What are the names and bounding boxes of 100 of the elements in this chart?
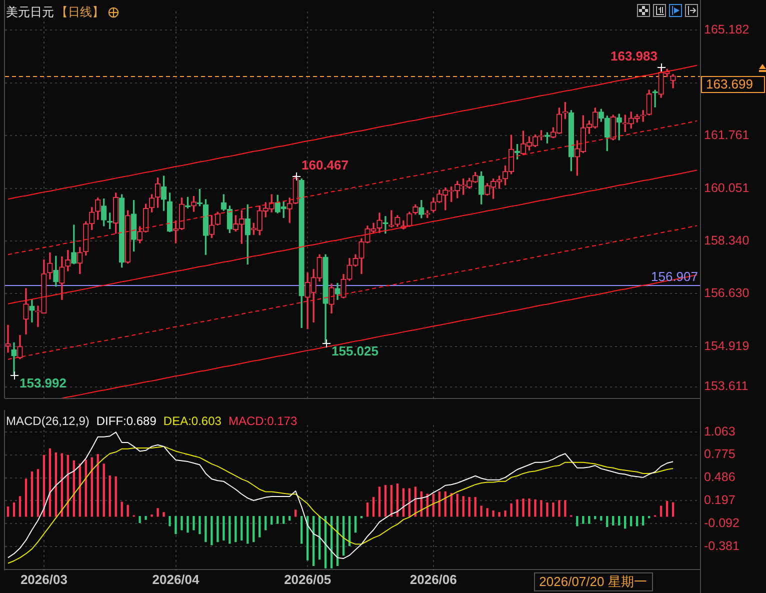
bar [534,499,536,517]
bar [30,472,34,517]
bar [528,498,530,517]
bar [222,516,225,541]
bar [108,476,111,517]
x-tick-label: 2026/03 [20,572,68,587]
bar [204,516,207,542]
bar [552,502,554,517]
x-tick-label: 2026/06 [410,572,457,587]
bar [120,502,123,517]
bar [54,452,58,517]
bar [144,516,147,520]
bar [576,516,578,526]
bar [240,516,243,541]
bar [588,516,590,524]
bar [378,486,381,517]
text: 2026/07/20 星期一 [539,574,647,589]
y-tick-label: 161.761 [704,128,750,142]
bar [198,516,201,534]
bar [36,469,40,517]
bar [630,516,632,526]
bar [264,516,267,530]
series-label: DEA:0.603 [163,414,222,429]
y-tick-label: 158.340 [704,234,750,248]
bar [180,516,183,530]
x-tick-label: 2026/04 [152,572,200,587]
bar [102,464,105,517]
bar [606,516,608,528]
y-tick-label: 0.775 [704,447,736,462]
bar [138,516,141,524]
y-tick-label: 154.919 [704,338,750,353]
bar [480,506,482,517]
bar [354,516,357,533]
candlestick [5,324,11,353]
line-series [7,225,698,360]
bar [594,516,596,520]
bar [294,510,297,517]
bar [24,478,28,517]
bar [6,506,10,517]
bar [126,504,129,517]
bar [366,502,369,517]
bar [504,510,506,517]
y-tick-label: 0.197 [704,493,736,508]
bar [624,516,626,529]
bar [540,500,542,517]
bar [582,516,584,524]
bar [300,516,303,544]
bar [486,508,488,517]
series-label: DIFF:0.689 [96,414,156,429]
bar [546,502,548,517]
chart-title: 美元日元 [6,5,54,20]
bar [186,516,189,533]
y-tick-label: 160.051 [704,180,750,195]
bar [522,498,524,517]
bar [666,500,668,517]
bar [558,500,560,517]
bar [492,510,494,517]
y-tick-label: 0.486 [704,470,736,484]
annotation: 153.992 [20,376,66,391]
bar [498,512,500,517]
bar [210,516,213,546]
bar [90,457,93,517]
bar [474,496,476,517]
bar [510,503,512,517]
y-tick-label: -0.381 [704,539,740,554]
bar [276,516,279,524]
y-tick-label: 165.182 [704,22,750,37]
bar [516,499,518,517]
bar [114,476,117,517]
y-tick-label: 156.630 [704,286,750,300]
bar [270,516,273,525]
bar [150,514,153,517]
bar [612,516,614,526]
bar [216,516,219,542]
bar [282,516,285,524]
bar [252,516,255,542]
y-tick-label: 1.063 [704,424,736,438]
bar [234,516,237,542]
bar [228,516,231,544]
bar [288,516,291,521]
bar [660,506,662,517]
bar [18,496,22,517]
bar [312,516,315,566]
chart-subtitle: 【日线】 [56,5,104,20]
bar [618,516,620,526]
bar [642,516,644,526]
bar [456,494,458,517]
bar [468,496,470,517]
bar [192,516,195,530]
bar [12,502,16,517]
bar [96,454,99,517]
annotation: 160.467 [302,158,348,173]
candlestick [29,299,35,322]
bar [462,496,464,517]
bar [636,516,638,526]
ref-line-label: 163.699 [706,76,753,92]
bar [384,485,387,517]
annotation: 163.983 [610,48,658,64]
y-tick-label: -0.092 [704,516,740,530]
bar [564,500,566,517]
